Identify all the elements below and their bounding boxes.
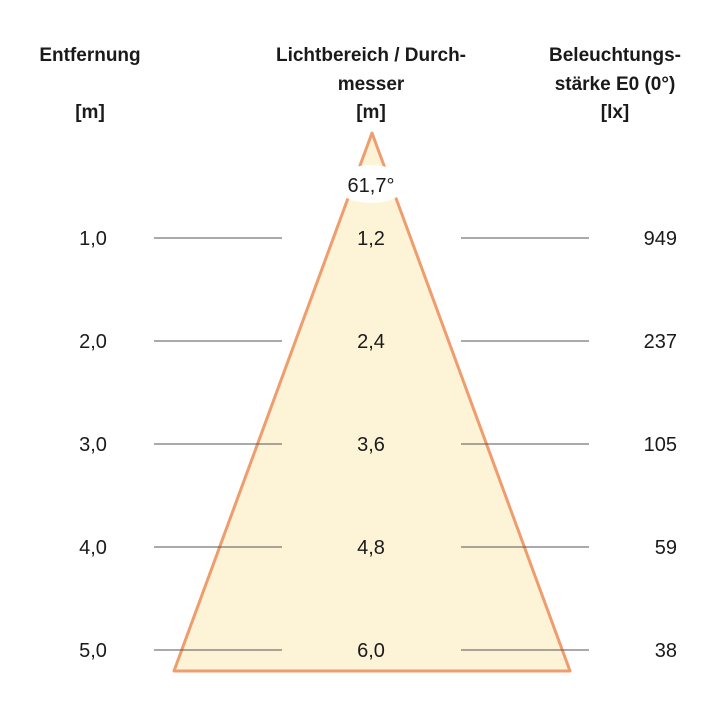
header-illuminance-line2: stärke E0 (0°) (555, 74, 676, 95)
distance-value: 1,0 (79, 228, 107, 250)
illuminance-value: 105 (644, 434, 677, 456)
beam-angle-label-bg (335, 165, 407, 203)
header-distance: Entfernung (39, 45, 140, 66)
header-diameter-unit: [m] (356, 102, 386, 123)
header-distance-unit: [m] (75, 102, 105, 123)
illuminance-value: 38 (655, 640, 677, 662)
diameter-value: 2,4 (357, 331, 385, 353)
diameter-value: 6,0 (357, 640, 385, 662)
data-row: 1,0 1,2 949 (79, 228, 677, 250)
data-row: 2,0 2,4 237 (79, 331, 677, 353)
light-cone (172, 131, 572, 673)
distance-value: 5,0 (79, 640, 107, 662)
data-row: 5,0 6,0 38 (79, 640, 677, 662)
distance-value: 2,0 (79, 331, 107, 353)
header-diameter-line2: messer (338, 74, 405, 95)
header-diameter: Lichtbereich / Durch- (276, 45, 466, 66)
header-illuminance: Beleuchtungs- (549, 45, 681, 66)
distance-value: 4,0 (79, 537, 107, 559)
header-illuminance-unit: [lx] (601, 102, 630, 123)
diameter-value: 3,6 (357, 434, 385, 456)
data-row: 3,0 3,6 105 (79, 434, 677, 456)
illuminance-value: 237 (644, 331, 677, 353)
data-row: 4,0 4,8 59 (79, 537, 677, 559)
distance-value: 3,0 (79, 434, 107, 456)
diameter-value: 4,8 (357, 537, 385, 559)
beam-angle-label: 61,7° (348, 175, 395, 197)
diameter-value: 1,2 (357, 228, 385, 250)
illuminance-value: 59 (655, 537, 677, 559)
illuminance-value: 949 (644, 228, 677, 250)
